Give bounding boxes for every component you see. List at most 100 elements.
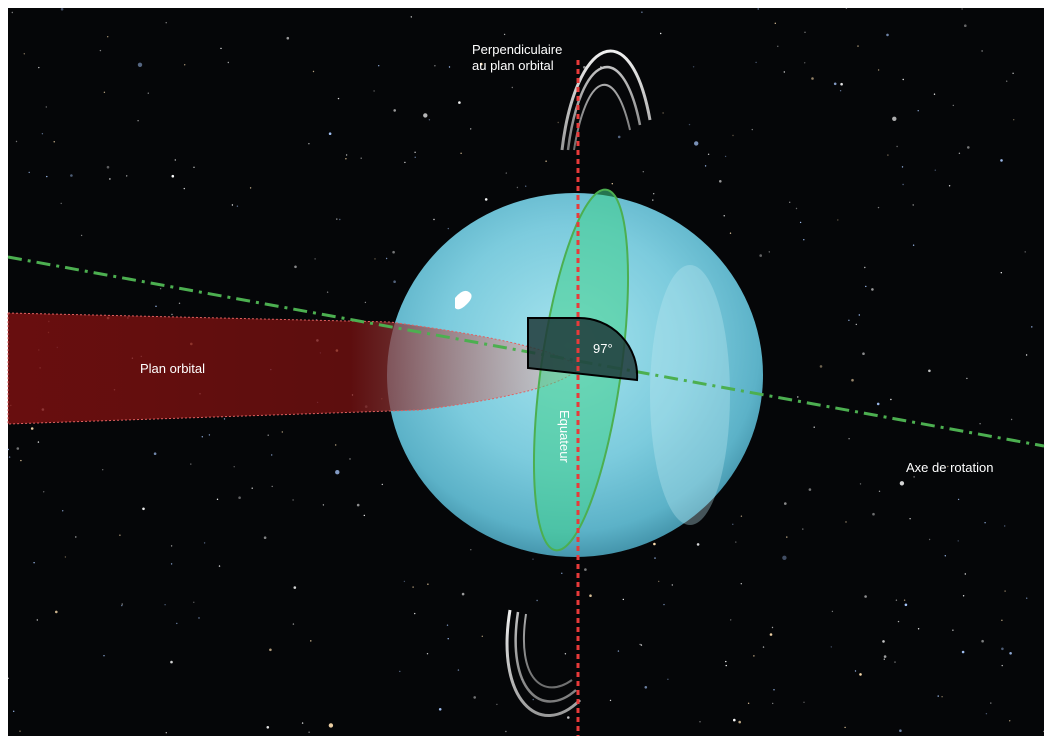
star [878,490,881,492]
star [356,503,360,507]
star [768,251,770,253]
star [813,426,815,428]
perpendicular-label-line2: au plan orbital [472,58,554,73]
star [652,199,654,201]
star [11,11,13,14]
star [30,427,34,430]
star [373,90,375,92]
star [64,556,67,558]
star [799,221,802,224]
star [339,218,341,221]
star [876,402,880,406]
star [667,678,669,680]
star [271,485,273,488]
star [883,658,885,660]
star [887,154,889,156]
star [725,664,727,667]
star [80,234,83,237]
star [308,731,310,733]
star [292,499,294,501]
equator-label: Equateur [557,410,572,463]
star [772,702,774,705]
star [859,483,862,485]
star [414,151,416,153]
star [292,623,295,625]
star [473,696,477,699]
star [360,157,362,159]
star [393,109,397,112]
star [326,291,329,293]
star [28,171,30,174]
star [803,239,805,241]
star [203,542,206,544]
star [460,152,462,154]
star [193,166,195,168]
star [694,141,699,146]
star [1000,159,1003,162]
star [662,112,664,114]
star [984,522,986,524]
star [448,66,451,68]
star [249,187,252,189]
star [208,434,211,436]
rings-bottom [505,609,582,717]
star [392,250,395,254]
perpendicular-label-line1: Perpendiculaire [472,42,563,57]
star [833,82,837,86]
star [917,628,920,630]
star [759,254,762,257]
star [903,599,906,601]
star [845,521,847,523]
star [751,128,753,131]
star [901,166,904,168]
star [33,562,35,564]
star [109,178,111,180]
angle-marker [527,316,639,382]
star [1043,730,1045,733]
star [732,134,734,137]
star [952,629,954,631]
star [153,452,157,456]
star [381,483,383,486]
star [803,701,805,703]
star [660,32,662,35]
star [589,594,592,597]
star [769,633,773,636]
star [886,33,889,37]
star [730,619,732,621]
star [37,441,40,443]
star [871,288,874,291]
star [349,458,351,460]
star [267,434,269,436]
star [773,689,775,691]
star [184,64,186,66]
star [364,301,367,304]
star [545,160,547,162]
star [855,323,857,326]
star [286,36,290,40]
star [532,698,534,701]
star [438,708,442,711]
star [962,595,965,597]
star [958,152,961,154]
star [45,106,47,108]
star [941,696,943,698]
star [857,45,859,47]
star [896,145,898,148]
star [337,97,340,100]
star [505,730,507,733]
star [611,183,613,185]
star [16,447,20,450]
planet-bright-band [650,265,730,525]
star [840,82,843,86]
star [663,603,665,606]
star [404,161,406,164]
star [301,722,304,724]
star [412,586,414,588]
star [70,174,73,177]
star [1001,664,1003,667]
star [561,572,563,574]
star [269,648,272,652]
star [294,265,297,269]
